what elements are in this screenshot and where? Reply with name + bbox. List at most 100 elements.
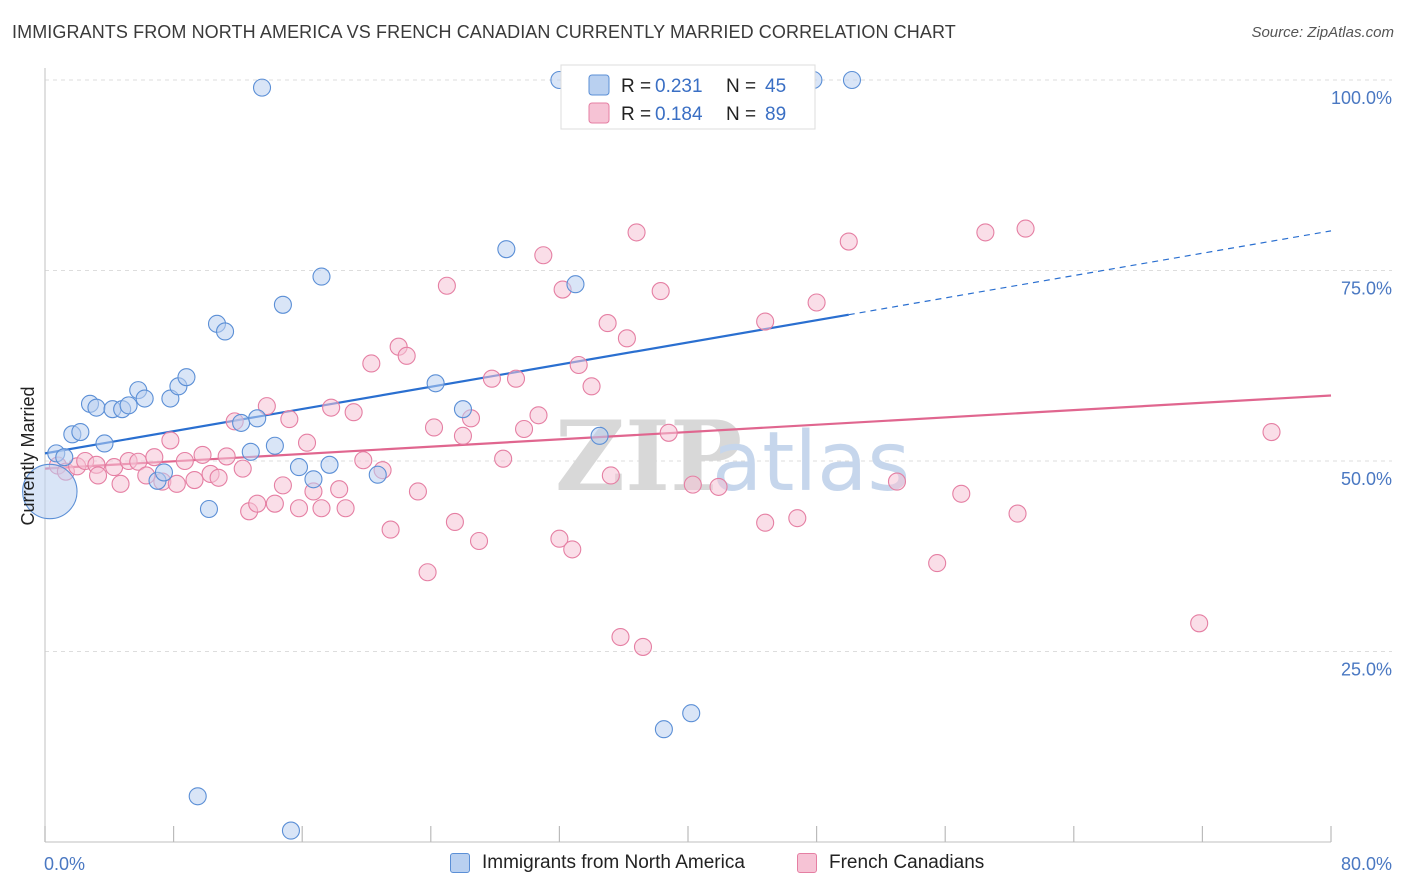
- data-point-french-canadians: [807, 293, 826, 312]
- data-point-french-canadians: [651, 282, 670, 301]
- data-point-immigrants: [426, 374, 445, 393]
- data-point-immigrants: [232, 413, 251, 432]
- data-point-french-canadians: [297, 433, 317, 452]
- data-point-french-canadians: [611, 627, 630, 647]
- data-point-french-canadians: [928, 554, 947, 573]
- data-point-french-canadians: [330, 480, 349, 499]
- data-point-french-canadians: [601, 466, 620, 485]
- y-tick-label-50: 50.0%: [1341, 469, 1392, 489]
- bottom-legend-label-2: French Canadians: [829, 852, 985, 873]
- data-point-french-canadians: [344, 403, 363, 422]
- data-point-immigrants: [87, 398, 106, 417]
- series-french-canadians: [48, 219, 1281, 656]
- data-point-immigrants: [312, 267, 331, 286]
- data-point-immigrants: [252, 78, 272, 97]
- data-point-french-canadians: [659, 423, 678, 442]
- data-point-french-canadians: [273, 476, 292, 495]
- data-point-french-canadians: [550, 529, 569, 548]
- legend-swatch-pink: [588, 102, 610, 124]
- data-point-french-canadians: [397, 346, 416, 365]
- data-point-french-canadians: [193, 445, 212, 464]
- data-point-french-canadians: [887, 472, 907, 491]
- data-point-french-canadians: [709, 477, 728, 496]
- legend-n-label-2: N =: [726, 104, 756, 125]
- axes: [44, 68, 1332, 843]
- bottom-legend-swatch-pink: [797, 853, 817, 873]
- data-point-immigrants: [682, 704, 701, 723]
- data-point-immigrants: [95, 434, 114, 453]
- data-point-french-canadians: [233, 459, 252, 478]
- data-point-french-canadians: [418, 563, 437, 582]
- data-point-french-canadians: [756, 312, 775, 331]
- data-point-french-canadians: [437, 276, 456, 295]
- bottom-legend-swatch-blue: [450, 853, 470, 873]
- chart-title: IMMIGRANTS FROM NORTH AMERICA VS FRENCH …: [12, 22, 956, 42]
- data-point-french-canadians: [354, 451, 373, 470]
- legend-r-label-1: R =: [621, 76, 651, 97]
- trend-line-immigrants-extension: [848, 230, 1332, 316]
- data-point-french-canadians: [569, 355, 588, 375]
- data-point-immigrants: [177, 368, 196, 387]
- data-point-french-canadians: [534, 246, 553, 265]
- data-point-french-canadians: [469, 531, 489, 551]
- y-tick-label-25: 25.0%: [1341, 660, 1392, 680]
- data-point-immigrants: [453, 400, 473, 419]
- y-tick-label-75: 75.0%: [1341, 279, 1392, 299]
- data-point-french-canadians: [265, 494, 284, 513]
- watermark: ZIP atlas: [555, 400, 910, 513]
- trend-lines: [44, 230, 1332, 470]
- data-point-immigrants: [590, 426, 609, 445]
- data-point-french-canadians: [1016, 219, 1035, 238]
- data-point-french-canadians: [1008, 504, 1027, 523]
- legend-n-value-2: 89: [765, 104, 786, 125]
- data-point-french-canadians: [336, 499, 355, 518]
- data-point-immigrants: [842, 70, 862, 90]
- data-point-french-canadians: [424, 418, 444, 437]
- data-point-french-canadians: [514, 419, 534, 439]
- data-point-immigrants: [654, 720, 673, 739]
- data-point-french-canadians: [506, 369, 526, 388]
- data-point-immigrants: [71, 422, 90, 442]
- series-immigrants-north-america: [22, 70, 862, 840]
- y-tick-label-100: 100.0%: [1331, 88, 1392, 108]
- data-point-french-canadians: [145, 448, 164, 467]
- data-point-french-canadians: [683, 475, 702, 494]
- watermark-zip: ZIP: [555, 400, 742, 513]
- tick-labels: 25.0% 50.0% 75.0% 100.0% 0.0% 80.0%: [44, 88, 1392, 874]
- bottom-legend-item-1: Immigrants from North America: [450, 852, 745, 874]
- data-point-french-canadians: [952, 484, 971, 503]
- data-point-immigrants: [55, 448, 74, 467]
- bottom-legend-item-2: French Canadians: [797, 852, 984, 874]
- bottom-legend: Immigrants from North America French Can…: [0, 852, 1406, 878]
- data-point-french-canadians: [312, 499, 331, 518]
- trend-line-french-canadians: [44, 394, 1332, 470]
- bottom-legend-label-1: Immigrants from North America: [482, 852, 745, 873]
- data-point-french-canadians: [445, 512, 464, 532]
- data-point-immigrants: [22, 463, 78, 520]
- legend-r-value-2: 0.184: [655, 104, 703, 125]
- data-point-immigrants: [265, 436, 284, 455]
- data-point-immigrants: [241, 442, 260, 461]
- data-point-french-canadians: [362, 354, 381, 373]
- data-point-french-canadians: [633, 637, 653, 656]
- y-axis-label: Currently Married: [18, 386, 38, 525]
- data-point-french-canadians: [161, 431, 180, 450]
- data-point-immigrants: [497, 240, 516, 259]
- data-point-french-canadians: [88, 466, 108, 485]
- gridlines: [45, 79, 1392, 652]
- data-point-immigrants: [304, 470, 323, 489]
- data-point-french-canadians: [529, 406, 548, 425]
- data-point-immigrants: [368, 465, 387, 484]
- data-point-french-canadians: [598, 314, 617, 333]
- data-point-french-canadians: [1262, 422, 1281, 442]
- data-point-french-canadians: [627, 223, 646, 242]
- data-point-immigrants: [248, 409, 267, 428]
- data-point-immigrants: [273, 295, 292, 314]
- data-point-french-canadians: [322, 398, 341, 417]
- data-point-immigrants: [289, 458, 309, 477]
- data-point-french-canadians: [217, 447, 236, 466]
- data-point-immigrants: [154, 463, 174, 482]
- data-point-french-canadians: [185, 470, 204, 490]
- data-point-immigrants: [119, 396, 138, 415]
- data-point-french-canadians: [209, 468, 228, 487]
